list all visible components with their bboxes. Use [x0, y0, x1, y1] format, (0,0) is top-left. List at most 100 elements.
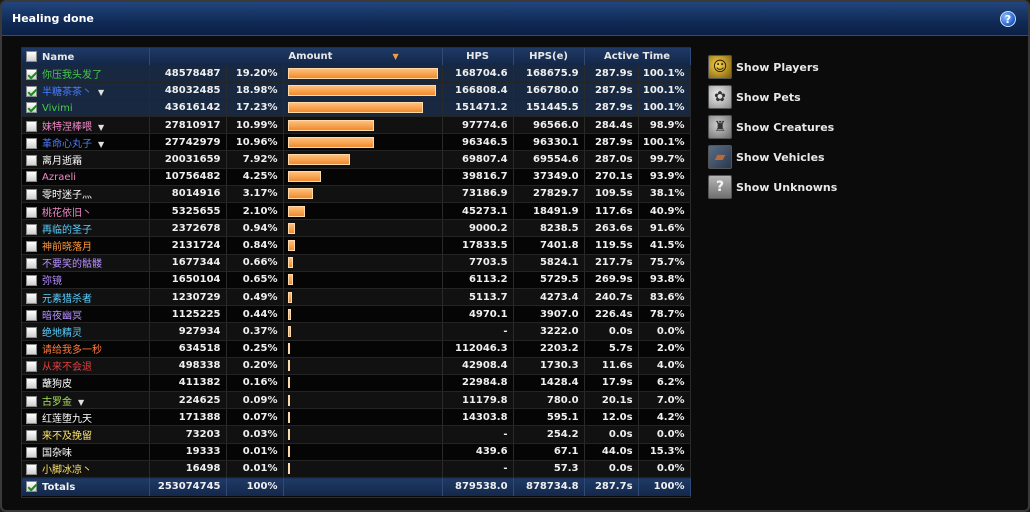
hpse-cell: 4273.4	[513, 288, 585, 307]
row-checkbox[interactable]	[26, 86, 37, 98]
row-checkbox[interactable]	[26, 412, 37, 424]
show-players-button[interactable]: ☺ Show Players	[708, 52, 908, 82]
name-cell[interactable]: 请给我多一秒	[22, 340, 150, 358]
column-header-name[interactable]: Name	[22, 48, 150, 65]
column-header-hpse[interactable]: HPS(e)	[513, 48, 585, 65]
table-row[interactable]: 暗夜幽冥 1125225 0.44% 4970.1 3907.0 226.4s 78.7%	[22, 305, 691, 324]
name-cell[interactable]: 桃花依旧丶	[22, 202, 150, 221]
name-cell[interactable]: 蘸狗皮	[22, 374, 150, 393]
row-checkbox[interactable]	[26, 155, 37, 167]
row-checkbox[interactable]	[26, 101, 37, 113]
row-checkbox[interactable]	[26, 170, 37, 182]
name-cell[interactable]: 国杂味	[22, 443, 150, 461]
table-row[interactable]: 请给我多一秒 634518 0.25% 112046.3 2203.2 5.7s 2.0%	[22, 340, 691, 358]
hps-cell: 11179.8	[442, 391, 514, 410]
table-row[interactable]: 半糖茶茶丶 ▼ 48032485 18.98% 166808.4 166780.0 287.…	[22, 82, 691, 100]
table-row[interactable]: 离月逝霜 20031659 7.92% 69807.4 69554.6 287.0s 99.…	[22, 150, 691, 169]
amount-cell: 27810917	[149, 116, 227, 135]
name-cell[interactable]: 零时迷子灬	[22, 185, 150, 204]
select-all-checkbox[interactable]	[26, 50, 37, 62]
hps-cell: 17833.5	[442, 236, 514, 255]
expand-caret-icon[interactable]: ▼	[98, 122, 105, 132]
row-checkbox[interactable]	[26, 240, 37, 252]
table-row[interactable]: 妹特涅棒喂 ▼ 27810917 10.99% 97774.6 96566.0 284.4s…	[22, 116, 691, 135]
row-checkbox[interactable]	[26, 430, 37, 442]
name-cell[interactable]: 半糖茶茶丶 ▼	[22, 82, 150, 100]
totals-checkbox[interactable]	[26, 480, 37, 492]
player-name: Vivimi	[42, 102, 73, 114]
table-row[interactable]: 国杂味 19333 0.01% 439.6 67.1 44.0s 15.3%	[22, 443, 691, 461]
name-cell[interactable]: 不要笑的骷髅	[22, 254, 150, 272]
column-header-amount[interactable]: Amount ▼	[149, 48, 443, 65]
row-checkbox[interactable]	[26, 378, 37, 390]
name-cell[interactable]: 绝地精灵	[22, 322, 150, 341]
name-cell[interactable]: 离月逝霜	[22, 150, 150, 169]
expand-caret-icon[interactable]: ▼	[78, 397, 85, 407]
title-bar[interactable]: Healing done ?	[2, 2, 1028, 36]
amount-bar	[287, 67, 438, 79]
row-checkbox[interactable]	[26, 344, 37, 356]
table-row[interactable]: 来不及挽留 73203 0.03% -254.2 0.0s 0.0%	[22, 425, 691, 444]
row-checkbox[interactable]	[26, 275, 37, 287]
table-row[interactable]: 从来不会退 498338 0.20% 42908.4 1730.3 11.6s 4.0%	[22, 357, 691, 375]
table-row[interactable]: 小脚冰凉丶 16498 0.01% -57.3 0.0s 0.0%	[22, 460, 691, 479]
expand-caret-icon[interactable]: ▼	[98, 139, 105, 149]
expand-caret-icon[interactable]: ▼	[98, 88, 105, 98]
amount-cell: 171388	[149, 408, 227, 427]
show-unknowns-button[interactable]: ? Show Unknowns	[708, 172, 908, 202]
table-row[interactable]: Vivimi 43616142 17.23% 151471.2 151445.5 287.…	[22, 99, 691, 118]
row-checkbox[interactable]	[26, 447, 37, 459]
name-cell[interactable]: 红莲堕九天	[22, 408, 150, 427]
name-cell[interactable]: Azraeli	[22, 168, 150, 186]
row-checkbox[interactable]	[26, 326, 37, 338]
table-row[interactable]: 零时迷子灬 8014916 3.17% 73186.9 27829.7 109.5s 38.…	[22, 185, 691, 204]
row-checkbox[interactable]	[26, 395, 37, 407]
table-row[interactable]: 古罗金 ▼ 224625 0.09% 11179.8 780.0 20.1s 7.0%	[22, 391, 691, 410]
row-checkbox[interactable]	[26, 258, 37, 270]
name-cell[interactable]: 你压我头发了	[22, 65, 150, 83]
show-pets-button[interactable]: ✿ Show Pets	[708, 82, 908, 112]
name-cell[interactable]: 元素猎杀者	[22, 288, 150, 307]
name-cell[interactable]: 小脚冰凉丶	[22, 460, 150, 479]
name-cell[interactable]: 来不及挽留	[22, 425, 150, 444]
table-row[interactable]: 神前晓落月 2131724 0.84% 17833.5 7401.8 119.5s 41.5…	[22, 236, 691, 255]
name-cell[interactable]: 暗夜幽冥	[22, 305, 150, 324]
row-checkbox[interactable]	[26, 206, 37, 218]
row-checkbox[interactable]	[26, 137, 37, 149]
name-cell[interactable]: 妹特涅棒喂 ▼	[22, 116, 150, 135]
table-row[interactable]: 绝地精灵 927934 0.37% -3222.0 0.0s 0.0%	[22, 322, 691, 341]
row-checkbox[interactable]	[26, 309, 37, 321]
name-cell[interactable]: Vivimi	[22, 99, 150, 118]
table-row[interactable]: 不要笑的骷髅 1677344 0.66% 7703.5 5824.1 217.7s 75.7…	[22, 254, 691, 272]
help-icon[interactable]: ?	[1000, 11, 1016, 27]
row-checkbox[interactable]	[26, 464, 37, 476]
name-cell[interactable]: 神前晓落月	[22, 236, 150, 255]
amount-bar	[287, 257, 293, 269]
amount-bar	[287, 463, 290, 475]
row-checkbox[interactable]	[26, 189, 37, 201]
table-row[interactable]: Azraeli 10756482 4.25% 39816.7 37349.0 270.1s…	[22, 168, 691, 186]
row-checkbox[interactable]	[26, 223, 37, 235]
player-name: 请给我多一秒	[42, 345, 102, 357]
name-cell[interactable]: 从来不会退	[22, 357, 150, 375]
column-header-hps[interactable]: HPS	[442, 48, 514, 65]
name-cell[interactable]: 古罗金 ▼	[22, 391, 150, 410]
row-checkbox[interactable]	[26, 120, 37, 132]
table-row[interactable]: 再临的圣子 2372678 0.94% 9000.2 8238.5 263.6s 91.6%	[22, 219, 691, 238]
table-row[interactable]: 元素猎杀者 1230729 0.49% 5113.7 4273.4 240.7s 83.6%	[22, 288, 691, 307]
table-row[interactable]: 桃花依旧丶 5325655 2.10% 45273.1 18491.9 117.6s 40.…	[22, 202, 691, 221]
table-row[interactable]: 弥镜 1650104 0.65% 6113.2 5729.5 269.9s 93.8%	[22, 271, 691, 289]
show-vehicles-button[interactable]: ▰ Show Vehicles	[708, 142, 908, 172]
row-checkbox[interactable]	[26, 361, 37, 373]
name-cell[interactable]: 革命心丸子 ▼	[22, 133, 150, 152]
row-checkbox[interactable]	[26, 292, 37, 304]
show-creatures-button[interactable]: ♜ Show Creatures	[708, 112, 908, 142]
column-header-active-time[interactable]: Active Time	[584, 48, 691, 65]
table-row[interactable]: 你压我头发了 48578487 19.20% 168704.6 168675.9 287.…	[22, 65, 691, 83]
name-cell[interactable]: 再临的圣子	[22, 219, 150, 238]
table-row[interactable]: 蘸狗皮 411382 0.16% 22984.8 1428.4 17.9s 6.2%	[22, 374, 691, 393]
table-row[interactable]: 红莲堕九天 171388 0.07% 14303.8 595.1 12.0s 4.2%	[22, 408, 691, 427]
row-checkbox[interactable]	[26, 68, 37, 80]
name-cell[interactable]: 弥镜	[22, 271, 150, 289]
table-row[interactable]: 革命心丸子 ▼ 27742979 10.96% 96346.5 96330.1 287.9s…	[22, 133, 691, 152]
